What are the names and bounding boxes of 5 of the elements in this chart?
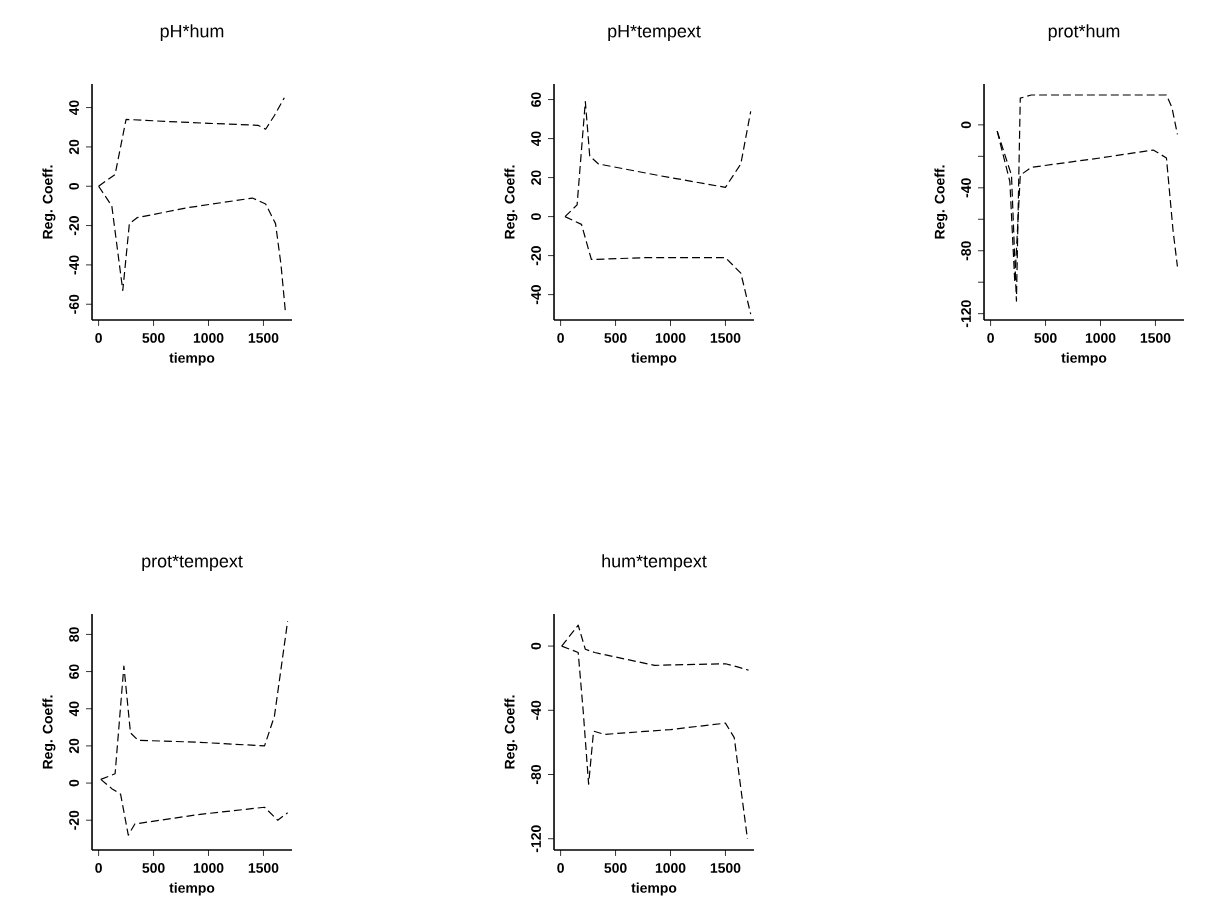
chart-title: prot*tempext — [142, 554, 243, 571]
chart-title: pH*hum — [160, 24, 224, 41]
chart-title: hum*tempext — [602, 554, 707, 571]
chart-title: pH*tempext — [608, 24, 701, 41]
chart-title: prot*hum — [1048, 24, 1120, 41]
